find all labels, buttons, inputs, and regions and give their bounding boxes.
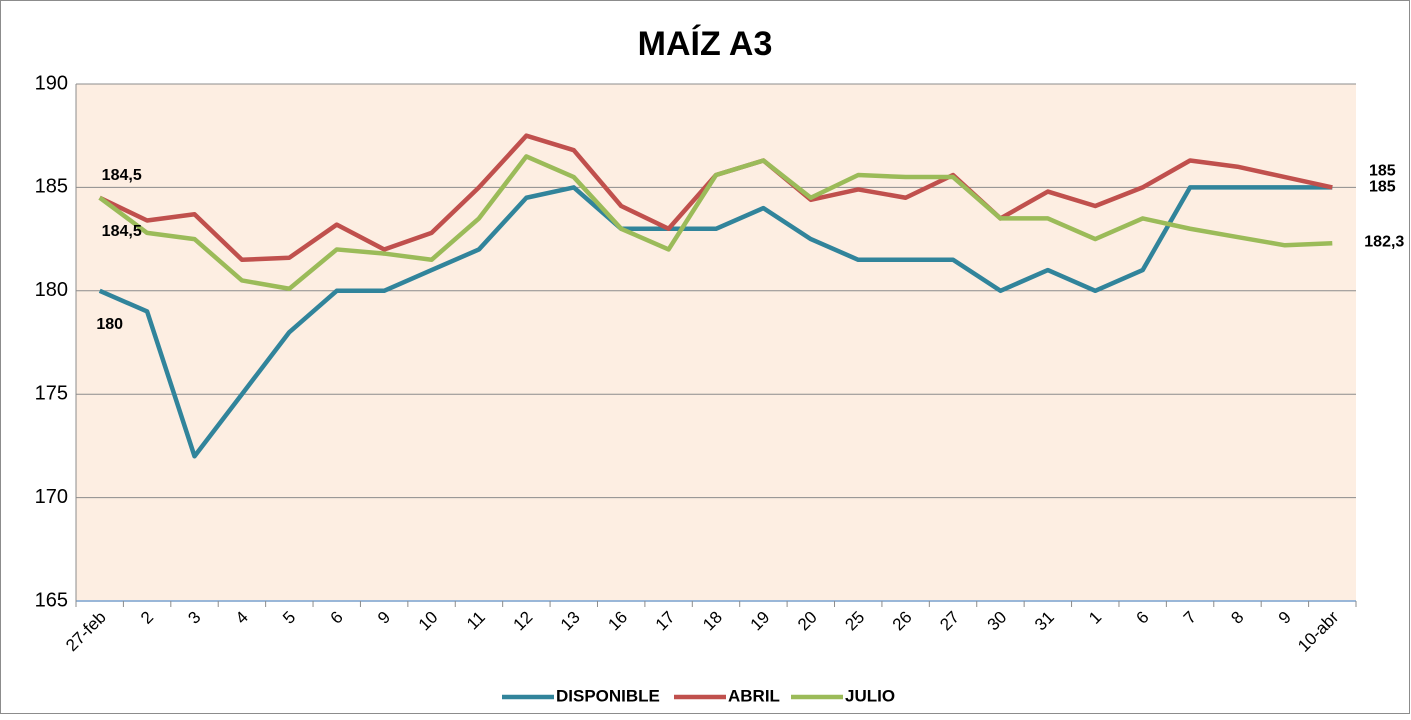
y-tick-label: 170	[35, 486, 68, 508]
legend-label: ABRIL	[728, 686, 780, 705]
data-label: 185	[1369, 163, 1396, 180]
y-tick-label: 185	[35, 176, 68, 198]
chart-title: MAÍZ A3	[638, 25, 773, 63]
y-tick-label: 190	[35, 72, 68, 94]
data-label: 180	[96, 316, 123, 333]
legend-label: DISPONIBLE	[556, 686, 660, 705]
plot-area	[76, 84, 1356, 601]
data-label: 184,5	[102, 167, 142, 184]
data-label: 184,5	[102, 223, 142, 240]
data-label: 182,3	[1364, 233, 1404, 250]
y-tick-label: 175	[35, 382, 68, 404]
data-label: 185	[1369, 179, 1396, 196]
y-tick-label: 165	[35, 589, 68, 611]
legend-label: JULIO	[845, 686, 895, 705]
series-line	[98, 154, 1333, 291]
series-line	[98, 185, 1333, 459]
legend: DISPONIBLE ABRIL JULIO	[502, 686, 895, 705]
y-tick-label: 180	[35, 279, 68, 301]
